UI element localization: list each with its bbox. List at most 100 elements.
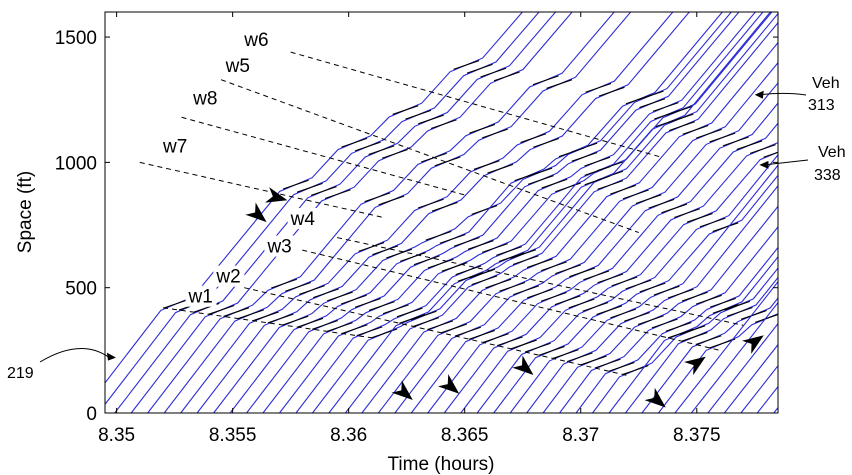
y-axis-title: Space (ft) [15,171,36,253]
stopped-segment [297,317,324,328]
stopped-segment [639,98,666,109]
stopped-segment [541,178,568,189]
stopped-segment [546,79,573,89]
arrowhead [742,335,764,354]
stopped-segment [513,285,539,296]
stopped-segment [682,125,709,135]
callout-line-219 [39,347,109,363]
callout-arrow-219 [106,352,116,361]
stopped-segment [425,230,452,241]
stopped-segment [372,245,399,256]
x-tick-label: 8.355 [209,425,257,446]
shockwave-line-w2 [244,287,628,376]
stopped-segment [483,333,509,343]
stopped-segment [514,171,541,182]
stopped-segment [399,252,426,262]
stopped-segment [341,137,368,148]
stopped-segment [392,105,419,115]
stopped-segment [679,325,706,336]
stopped-segment [405,109,432,120]
stopped-segment [341,324,368,335]
vehicle-trajectory [625,276,778,413]
stopped-segment [469,329,495,340]
stopped-segment [669,121,695,131]
axes: 8.35 8.355 8.36 8.365 8.37 8.375 0 500 1000 1500 [55,11,779,446]
wave-label-w6: w6 [243,30,268,51]
stopped-segment [674,208,700,219]
stopped-segment [267,313,294,324]
shockwave-lines [139,51,744,376]
vehicle-trajectory [641,297,778,413]
stopped-segment [512,255,539,266]
wave-label-bg [222,55,254,77]
stopped-segment [399,313,426,324]
stopped-segment [532,75,559,86]
svg-text:Veh: Veh [812,75,840,92]
stopped-segment [583,270,610,281]
wave-label-bg [213,265,245,287]
wave-label-w1: w1 [188,287,213,308]
stopped-segment [482,128,508,139]
stopped-segment [635,194,662,204]
arrowhead [245,202,267,223]
stopped-segment [554,295,581,306]
stopped-segment [285,281,311,292]
arrowhead [391,380,413,401]
vehicle-label-219: 219 [7,365,34,382]
stopped-segment [749,144,776,154]
stopped-segment [410,310,437,321]
stopped-segment [368,301,395,311]
stopped-segment [655,117,682,128]
stopped-segment [413,255,440,266]
stopped-segment [441,262,468,272]
stopped-segment [487,163,514,174]
stopped-segment [651,318,678,329]
y-tick-label: 0 [86,404,97,425]
vehicle-trajectory [312,12,778,413]
trajectory-series [105,12,778,413]
arrowhead [512,355,534,375]
svg-text:313: 313 [808,97,835,114]
stopped-segment [625,279,652,290]
stopped-segment [608,361,635,372]
vehicle-trajectory [295,12,764,413]
stopped-segment [493,71,520,82]
stopped-segment [223,307,250,317]
stopped-segment [566,352,593,363]
stopped-segment [596,305,623,316]
wave-label-bg [287,208,319,230]
stopped-segment [558,147,585,158]
x-tick-label: 8.36 [330,425,367,446]
shockwave-line-w6 [290,51,663,158]
stopped-segment [681,331,708,342]
stopped-segment [496,336,523,347]
stopped-segment [382,304,409,315]
stopped-segment [637,315,664,326]
stopped-segment [252,311,279,322]
stopped-segment [453,60,480,70]
stopped-segment [709,338,736,349]
arrowhead [683,356,706,376]
stopped-segment [396,307,423,318]
stopped-segment [661,203,688,214]
stopped-segment [538,345,565,356]
stopped-segment [571,152,598,162]
stopped-segment [417,198,444,209]
stopped-segment [485,278,512,289]
stopped-segment [326,322,353,332]
stopped-segment [540,261,567,272]
stopped-segment [480,67,507,78]
stopped-segment [326,291,353,302]
stopped-segment [418,114,444,125]
stopped-segment [354,297,381,308]
wave-label-bg [241,28,273,50]
stopped-segment [499,281,526,292]
stopped-segment [712,222,739,233]
stopped-segment [356,326,383,337]
arrowhead [644,387,666,408]
stopped-segment [496,246,522,256]
vehicle-trajectory [674,280,778,413]
stopped-segment [466,63,493,74]
stopped-segment [413,317,440,327]
stopped-segment [639,282,666,293]
